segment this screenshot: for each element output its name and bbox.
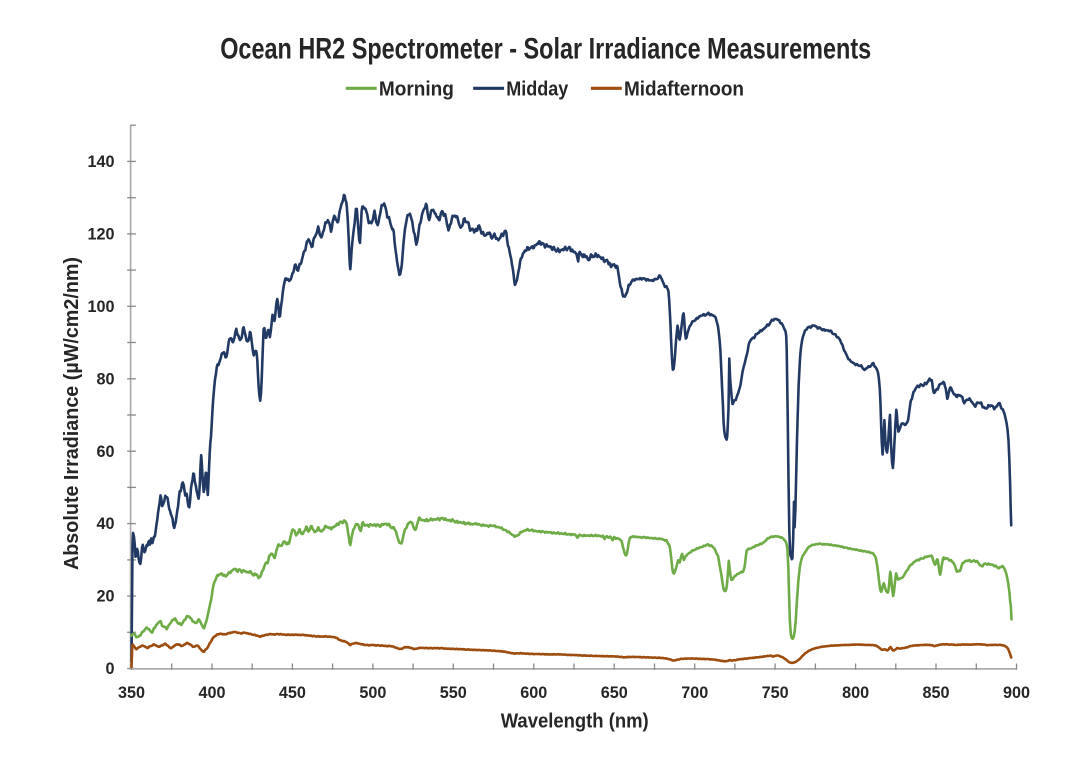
svg-text:650: 650: [601, 684, 628, 702]
svg-text:100: 100: [87, 298, 114, 316]
svg-text:Ocean HR2 Spectrometer - Solar: Ocean HR2 Spectrometer - Solar Irradianc…: [220, 32, 871, 65]
svg-text:Midafternoon: Midafternoon: [624, 78, 744, 100]
svg-text:600: 600: [520, 684, 547, 702]
svg-text:120: 120: [87, 225, 114, 243]
svg-text:Absolute Irradiance (µW/cm2/nm: Absolute Irradiance (µW/cm2/nm): [61, 257, 83, 570]
svg-text:20: 20: [96, 588, 114, 606]
svg-text:800: 800: [842, 684, 869, 702]
svg-text:900: 900: [1003, 684, 1030, 702]
svg-text:140: 140: [87, 153, 114, 171]
svg-text:350: 350: [118, 684, 145, 702]
svg-text:850: 850: [922, 684, 949, 702]
svg-text:700: 700: [681, 684, 708, 702]
svg-text:400: 400: [198, 684, 225, 702]
svg-text:550: 550: [440, 684, 467, 702]
svg-text:Morning: Morning: [379, 78, 454, 100]
svg-text:40: 40: [96, 515, 114, 533]
svg-text:750: 750: [762, 684, 789, 702]
svg-text:Midday: Midday: [506, 78, 569, 100]
svg-text:500: 500: [359, 684, 386, 702]
svg-text:0: 0: [105, 660, 114, 678]
svg-text:80: 80: [96, 370, 114, 388]
svg-text:Wavelength (nm): Wavelength (nm): [501, 711, 649, 733]
svg-text:450: 450: [279, 684, 306, 702]
svg-text:60: 60: [96, 443, 114, 461]
